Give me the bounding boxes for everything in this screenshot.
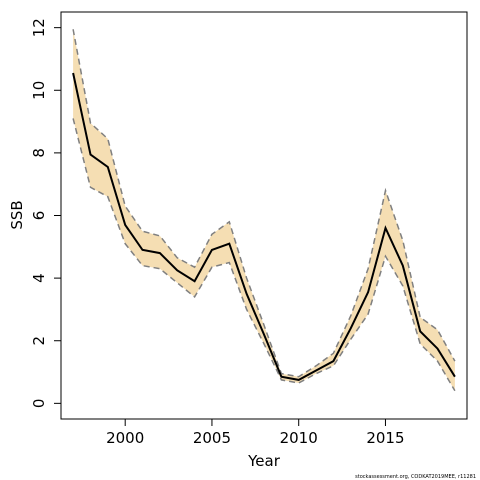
x-tick-label: 2000: [106, 429, 144, 447]
confidence-band: [73, 29, 455, 391]
x-tick-label: 2005: [193, 429, 231, 447]
footnote: stockassessment.org, CODKAT2019MEE, r112…: [355, 474, 476, 480]
x-axis-title: Year: [247, 452, 281, 470]
y-tick-label: 10: [30, 81, 48, 100]
upper-bound-line: [72, 29, 456, 378]
y-tick-label: 2: [30, 336, 48, 346]
y-axis: 0 2 4 6 8 10 12: [30, 18, 61, 408]
x-tick-label: 2015: [366, 429, 404, 447]
y-tick-label: 4: [30, 273, 48, 283]
y-tick-label: 12: [30, 18, 48, 37]
x-tick-label: 2010: [280, 429, 318, 447]
x-axis: 2000 2005 2010 2015: [106, 419, 405, 447]
y-tick-label: 0: [30, 399, 48, 409]
y-tick-label: 6: [30, 211, 48, 221]
series-lines: [72, 29, 456, 392]
plot-area: [72, 29, 456, 392]
y-tick-label: 8: [30, 148, 48, 158]
ssb-estimate-line: [72, 72, 456, 381]
lower-bound-line: [72, 118, 456, 392]
y-axis-title: SSB: [8, 200, 26, 229]
